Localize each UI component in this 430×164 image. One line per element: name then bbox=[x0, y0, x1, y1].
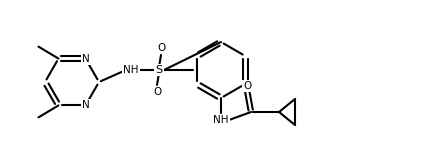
Text: NH: NH bbox=[123, 65, 139, 75]
Text: N: N bbox=[82, 54, 89, 64]
Text: N: N bbox=[82, 100, 89, 110]
Text: S: S bbox=[155, 65, 163, 75]
Text: O: O bbox=[157, 43, 165, 53]
Text: O: O bbox=[153, 87, 161, 97]
Text: NH: NH bbox=[213, 115, 229, 125]
Text: O: O bbox=[243, 81, 251, 91]
